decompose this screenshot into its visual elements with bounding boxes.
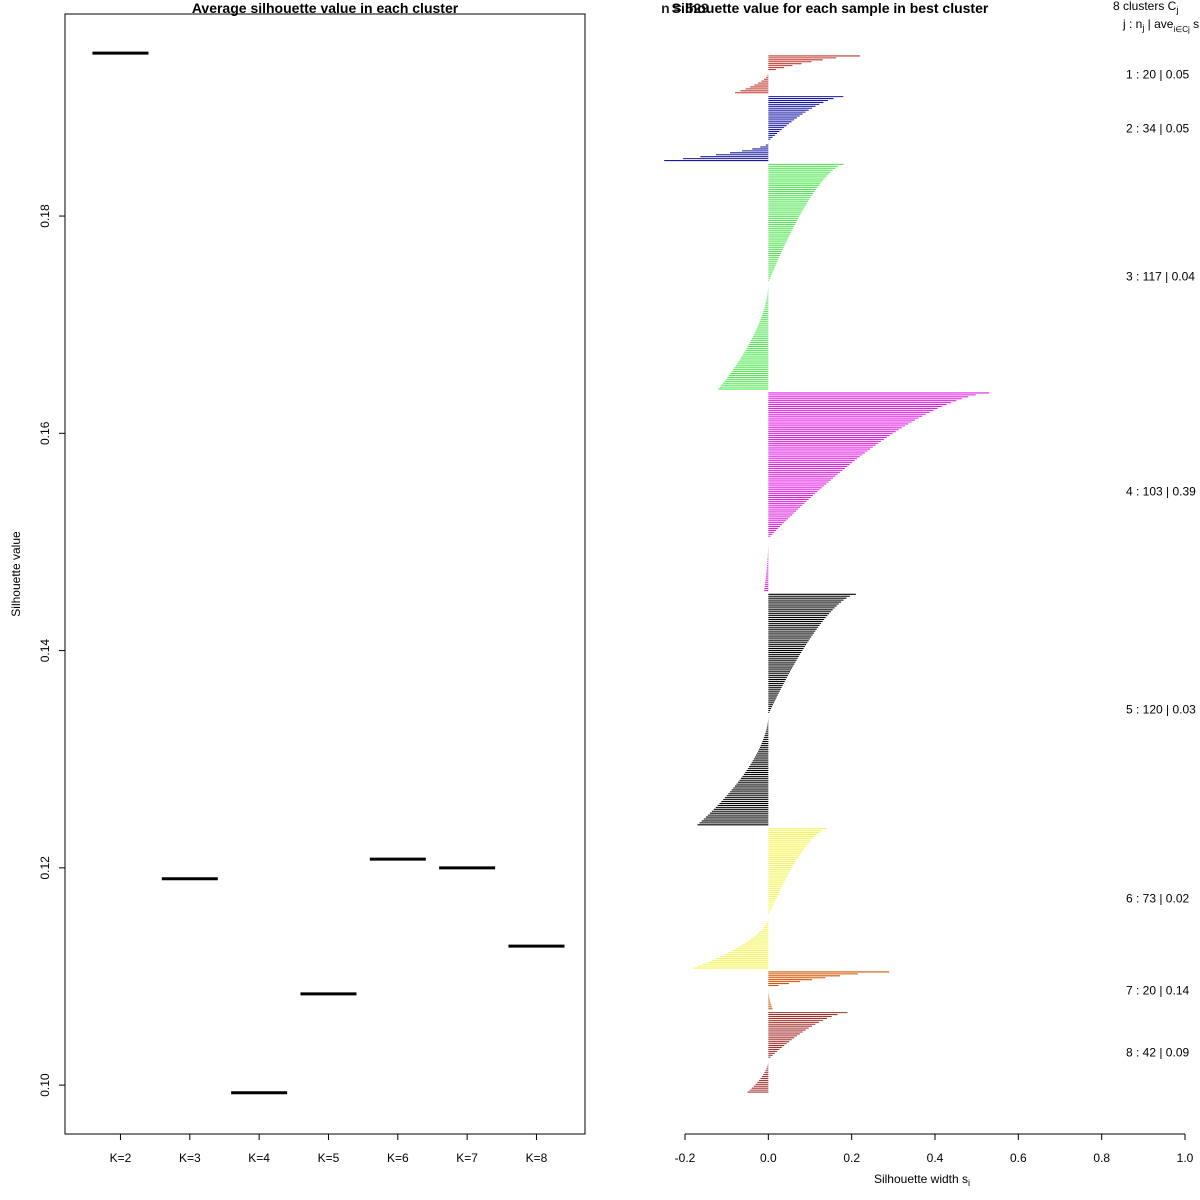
cluster-label: 2 : 34 | 0.05	[1126, 122, 1189, 136]
right-x-tick-label: 0.8	[1093, 1151, 1110, 1165]
cluster-label: 5 : 120 | 0.03	[1126, 703, 1196, 717]
cluster-label: 8 : 42 | 0.09	[1126, 1045, 1189, 1059]
left-marks	[92, 51, 565, 1095]
left-y-axis: 0.10 0.12 0.14 0.16 0.18	[38, 204, 65, 1097]
legend-header-line1: 8 clusters Cj	[1113, 0, 1178, 15]
left-x-tick-label: K=7	[456, 1151, 478, 1165]
right-x-tick-label: -0.2	[675, 1151, 696, 1165]
silhouette-plot-panel: Silhouette value for each sample in best…	[661, 0, 1199, 1188]
right-x-tick-label: 0.2	[843, 1151, 860, 1165]
left-plot-frame	[64, 13, 586, 1135]
left-y-tick-label: 0.18	[38, 204, 52, 228]
cluster-label: 1 : 20 | 0.05	[1126, 67, 1189, 81]
right-x-tick-label: 0.6	[1010, 1151, 1027, 1165]
right-chart-title: Silhouette value for each sample in best…	[672, 0, 989, 16]
right-x-tick-label: 0.4	[927, 1151, 944, 1165]
right-x-axis: -0.2 0.0 0.2 0.4 0.6 0.8 1.0	[675, 1133, 1194, 1165]
cluster-label: 7 : 20 | 0.14	[1126, 983, 1189, 997]
left-x-tick-label: K=6	[387, 1151, 409, 1165]
sample-count-label: n = 529	[661, 0, 709, 16]
left-y-tick-label: 0.12	[38, 856, 52, 880]
cluster-labels: 1 : 20 | 0.05 2 : 34 | 0.05 3 : 117 | 0.04…	[1126, 67, 1196, 1059]
right-x-tick-label: 0.0	[760, 1151, 777, 1165]
legend-header-line2: j : nj | avei∈Cj s	[1122, 17, 1199, 34]
cluster-label: 3 : 117 | 0.04	[1126, 270, 1195, 284]
cluster-label: 6 : 73 | 0.02	[1126, 891, 1189, 905]
silhouette-bars	[664, 55, 990, 1093]
left-y-tick-label: 0.10	[38, 1073, 52, 1097]
left-x-tick-label: K=3	[179, 1151, 201, 1165]
left-y-tick-label: 0.16	[38, 421, 52, 445]
left-y-axis-label: Silhouette value	[9, 531, 23, 617]
average-silhouette-panel: Average silhouette value in each cluster…	[9, 0, 586, 1165]
left-x-tick-label: K=5	[318, 1151, 340, 1165]
left-x-tick-label: K=2	[110, 1151, 132, 1165]
cluster-legend-header: 8 clusters Cj j : nj | avei∈Cj s	[1113, 0, 1199, 34]
left-x-axis: K=2 K=3 K=4 K=5 K=6 K=7 K=8	[110, 1134, 548, 1165]
right-x-tick-label: 1.0	[1177, 1151, 1194, 1165]
cluster-label: 4 : 103 | 0.39	[1126, 485, 1196, 499]
left-y-tick-label: 0.14	[38, 639, 52, 663]
left-x-tick-label: K=4	[248, 1151, 270, 1165]
right-x-axis-label: Silhouette width si	[874, 1172, 970, 1188]
left-x-tick-label: K=8	[526, 1151, 548, 1165]
left-chart-title: Average silhouette value in each cluster	[192, 0, 459, 16]
